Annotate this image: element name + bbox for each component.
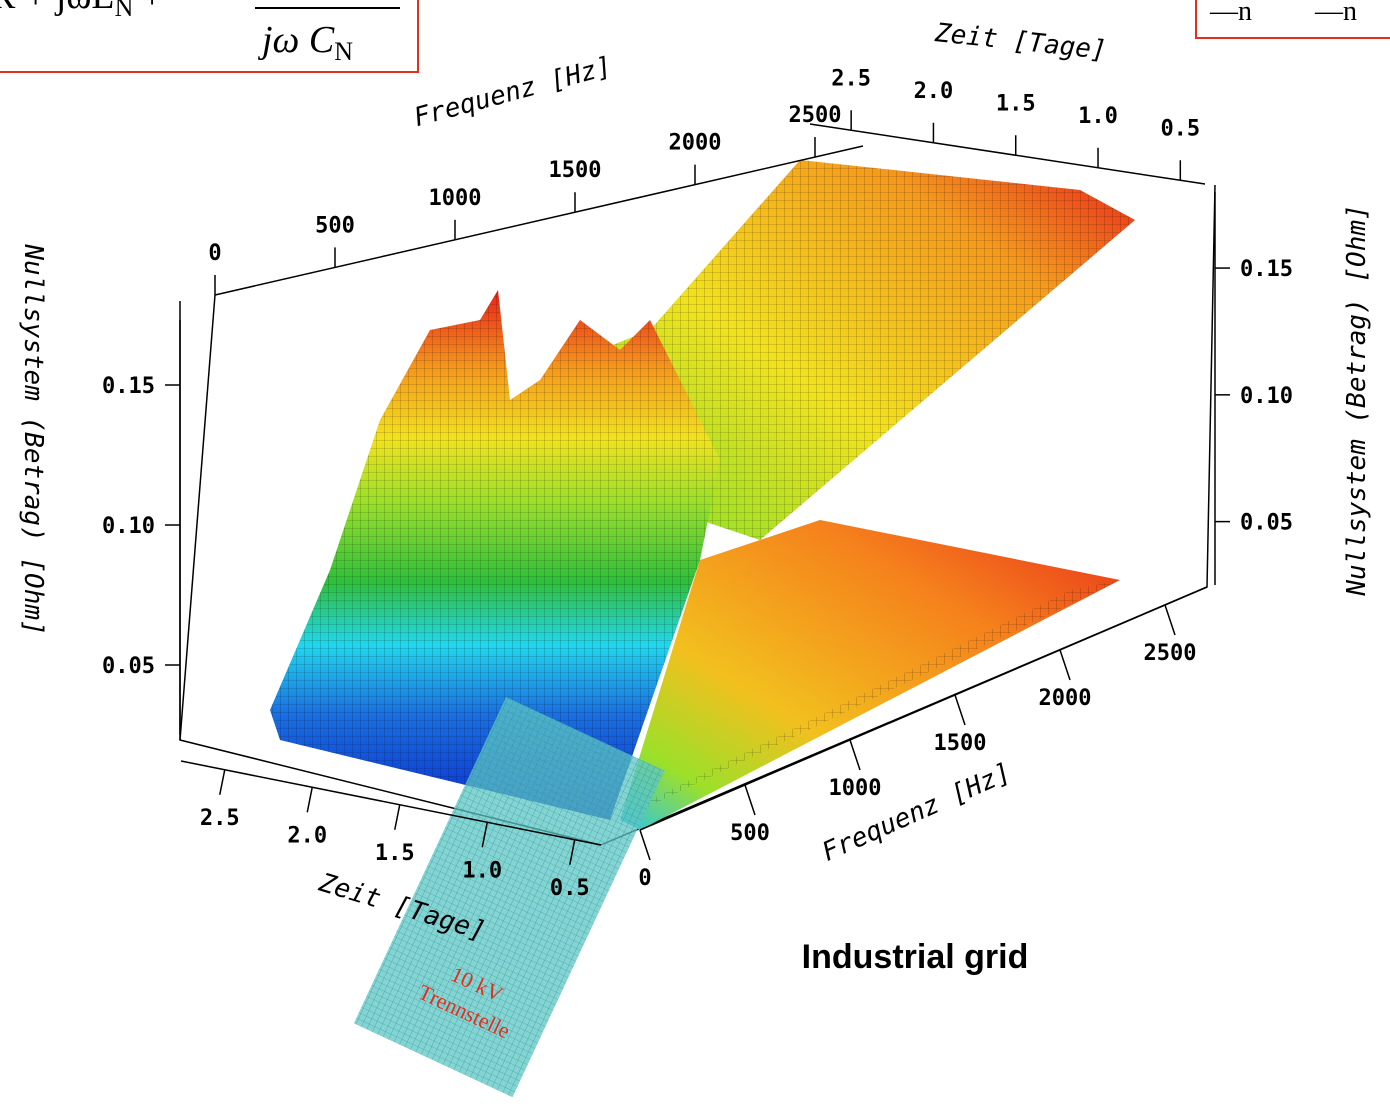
tick-mark xyxy=(1165,605,1175,635)
tick-label: 2000 xyxy=(1039,686,1092,711)
formula-box: R + jωLN+ jω CN —n —n xyxy=(0,0,1390,72)
tick-label: 2.0 xyxy=(914,79,954,104)
tick-label: 0.15 xyxy=(102,374,155,399)
chart-title: Industrial grid xyxy=(802,938,1029,976)
tick-label: 0.10 xyxy=(102,514,155,539)
y-axis-title: Zeit [Tage] xyxy=(933,18,1108,66)
formula: —n xyxy=(1209,0,1252,27)
tick-mark xyxy=(955,695,965,725)
tick-label: 1500 xyxy=(549,158,602,183)
tick-label: 0.5 xyxy=(1160,116,1200,141)
x-axis-title: Frequenz [Hz] xyxy=(411,51,615,133)
tick-label: 0.05 xyxy=(102,654,155,679)
surface xyxy=(270,160,1135,830)
tick-mark xyxy=(640,830,650,860)
tick-label: 500 xyxy=(315,213,355,238)
tick-label: 2.0 xyxy=(287,823,327,848)
tick-label: 1.0 xyxy=(462,858,502,883)
tick-label: 1.0 xyxy=(1078,104,1118,129)
tick-label: 2000 xyxy=(669,131,722,156)
tick-mark xyxy=(1060,650,1070,680)
tick-label: 1.5 xyxy=(375,841,415,866)
x-axis-title: Frequenz [Hz] xyxy=(818,758,1016,868)
tick-mark xyxy=(307,787,312,812)
tick-label: 1500 xyxy=(934,731,987,756)
tick-label: 0.15 xyxy=(1240,257,1293,282)
tick-label: 1000 xyxy=(829,776,882,801)
tick-label: 2.5 xyxy=(200,806,240,831)
tick-label: 2.5 xyxy=(831,66,871,91)
tick-mark xyxy=(395,805,400,830)
tick-label: 1.5 xyxy=(996,91,1036,116)
tick-label: 0 xyxy=(208,241,221,266)
tick-label: 1000 xyxy=(429,186,482,211)
tick-mark xyxy=(850,740,860,770)
z-axis-title: Nullsystem (Betrag) [Ohm] xyxy=(1342,204,1372,596)
tick-label: 2500 xyxy=(1144,641,1197,666)
z-axis-title: Nullsystem (Betrag) [Ohm] xyxy=(18,243,48,635)
formula: —n xyxy=(1314,0,1357,27)
tick-mark xyxy=(220,770,225,795)
tick-label: 0.05 xyxy=(1240,511,1293,536)
tick-mark xyxy=(745,785,755,815)
chart: 10 kV Trennstelle R + jωLN+ jω CN —n —n … xyxy=(0,0,1390,1118)
tick-label: 0 xyxy=(638,866,651,891)
tick-label: 0.5 xyxy=(550,876,590,901)
tick-label: 500 xyxy=(730,821,770,846)
tick-label: 0.10 xyxy=(1240,384,1293,409)
